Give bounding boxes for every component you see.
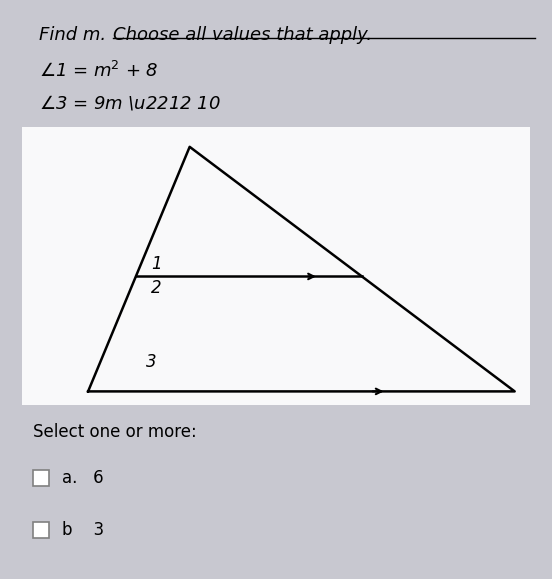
Text: 3: 3	[146, 353, 156, 372]
Text: $\angle$3 = 9m \u2212 10: $\angle$3 = 9m \u2212 10	[39, 94, 220, 113]
Text: Find m.: Find m.	[39, 26, 112, 44]
Text: $\angle$1 = m$^2$ + 8: $\angle$1 = m$^2$ + 8	[39, 61, 158, 81]
Bar	[33, 470, 49, 486]
Text: a.   6: a. 6	[62, 468, 104, 487]
FancyBboxPatch shape	[22, 127, 530, 405]
Text: 2: 2	[151, 279, 162, 297]
Bar	[33, 522, 49, 538]
Text: b    3: b 3	[62, 521, 104, 539]
Text: Choose all values that apply.: Choose all values that apply.	[113, 26, 372, 44]
Text: Select one or more:: Select one or more:	[33, 423, 197, 441]
Text: 1: 1	[151, 255, 162, 273]
